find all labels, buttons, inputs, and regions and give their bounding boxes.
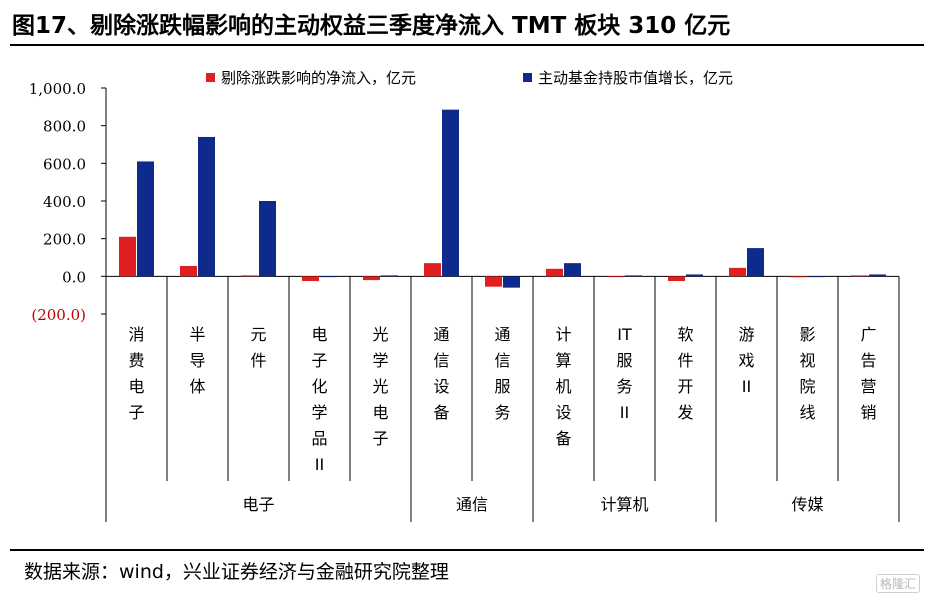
group-label-2: 计算机 <box>600 495 648 514</box>
y-tick-label: 200.0 <box>43 231 86 249</box>
y-tick-label: 800.0 <box>43 118 86 136</box>
bar-series-2-2 <box>259 201 276 277</box>
legend-swatch-series-1 <box>206 73 215 82</box>
y-tick-label: (200.0) <box>31 306 86 324</box>
bar-series-1-4 <box>363 276 380 281</box>
y-tick-label: 0.0 <box>62 268 86 286</box>
title-rule <box>10 44 924 46</box>
group-label-1: 通信 <box>456 495 488 514</box>
bar-series-1-12 <box>851 275 868 277</box>
y-tick-label: 400.0 <box>43 193 86 211</box>
category-label-5: 通信设备 <box>433 325 449 422</box>
source-rule <box>10 549 924 551</box>
group-label-0: 电子 <box>242 495 274 514</box>
bar-layer <box>119 109 886 288</box>
bar-series-1-6 <box>485 276 502 287</box>
figure-title: 图17、剔除涨跌幅影响的主动权益三季度净流入 TMT 板块 310 亿元 <box>12 13 731 39</box>
bar-series-1-2 <box>241 275 258 277</box>
bar-series-1-0 <box>119 236 136 277</box>
category-label-1: 半导体 <box>189 325 205 396</box>
bar-series-2-0 <box>137 161 154 277</box>
y-tick-label: 1,000.0 <box>29 80 86 98</box>
category-label-3: 电子化学品 II <box>311 325 327 474</box>
bar-series-2-6 <box>503 276 520 288</box>
category-label-8: IT 服务 II <box>616 325 632 422</box>
watermark: 格隆汇 <box>875 574 920 593</box>
bar-series-1-5 <box>424 263 441 277</box>
category-label-11: 影视院线 <box>799 325 815 422</box>
category-label-12: 广告营销 <box>860 325 876 422</box>
bar-series-1-7 <box>546 268 563 277</box>
bar-series-2-3 <box>320 276 337 278</box>
bar-series-2-12 <box>869 274 886 277</box>
legend-swatch-series-2 <box>523 73 532 82</box>
category-label-2: 元件 <box>250 325 266 370</box>
bar-series-1-10 <box>729 267 746 277</box>
bar-series-2-4 <box>381 275 398 277</box>
y-tick-label: 600.0 <box>43 155 86 173</box>
bar-series-1-9 <box>668 276 685 282</box>
category-label-4: 光学光电子 <box>372 325 388 448</box>
category-label-7: 计算机设备 <box>555 325 571 448</box>
legend-label-series-1: 剔除涨跌影响的净流入，亿元 <box>221 69 416 87</box>
source-note: 数据来源：wind，兴业证券经济与金融研究院整理 <box>24 561 449 583</box>
bar-series-1-3 <box>302 276 319 282</box>
legend-label-series-2: 主动基金持股市值增长，亿元 <box>538 69 733 87</box>
bar-series-2-7 <box>564 263 581 277</box>
bar-series-1-1 <box>180 265 197 277</box>
bar-series-1-8 <box>607 276 624 278</box>
bar-series-2-5 <box>442 109 459 277</box>
bar-chart: 1,000.0 800.0 600.0 400.0 200.0 0.0 (200.0) 剔除… <box>29 69 900 522</box>
bar-series-2-10 <box>747 248 764 277</box>
bar-series-1-11 <box>790 276 807 278</box>
category-axis: 消费电子 半导体 元件 电子化学品 II 光学光电子 通信设备 通信服务 计算机设备 IT 服务 II… <box>105 276 900 522</box>
bar-series-2-9 <box>686 274 703 277</box>
category-label-10: 游戏 II <box>738 325 754 396</box>
group-label-3: 传媒 <box>791 495 823 514</box>
axis-layer: 1,000.0 800.0 600.0 400.0 200.0 0.0 (200.0) <box>29 80 899 324</box>
category-label-9: 软件开发 <box>677 325 693 422</box>
category-label-0: 消费电子 <box>128 325 144 422</box>
bar-series-2-1 <box>198 136 215 277</box>
bar-series-2-8 <box>625 275 642 277</box>
bar-series-2-11 <box>808 276 825 278</box>
legend: 剔除涨跌影响的净流入，亿元 主动基金持股市值增长，亿元 <box>206 69 733 87</box>
category-label-6: 通信服务 <box>494 325 510 422</box>
